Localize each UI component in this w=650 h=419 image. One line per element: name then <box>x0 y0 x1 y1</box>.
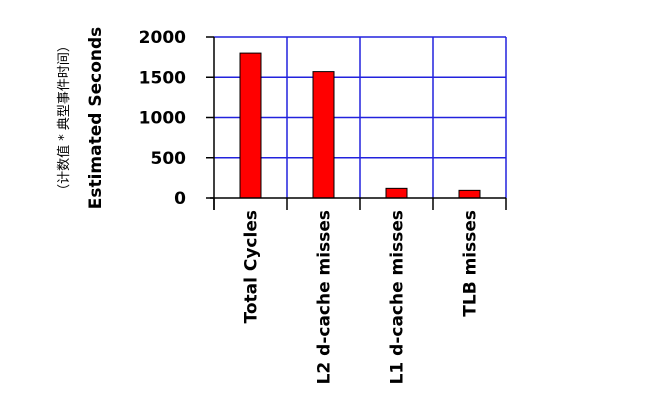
y-tick-label: 2000 <box>139 28 186 48</box>
bar-tlb-misses <box>458 189 481 199</box>
y-tick-label: 0 <box>174 189 186 209</box>
x-category-label: L1 d-cache misses <box>388 210 408 384</box>
bar-l1-d-cache-misses <box>385 187 408 199</box>
x-category-label: Total Cycles <box>242 210 262 323</box>
y-axis-secondary-label: （计数值 * 典型事件时间） <box>56 39 72 197</box>
y-axis-label: Estimated Seconds <box>86 27 106 210</box>
grid-lines <box>214 36 507 198</box>
axes <box>206 36 507 210</box>
x-category-label: L2 d-cache misses <box>315 210 335 384</box>
y-tick-labels: 0 500 1000 1500 2000 <box>139 28 186 209</box>
y-tick-label: 1500 <box>139 68 186 88</box>
bar-total-cycles <box>239 52 262 199</box>
x-category-labels: Total Cycles L2 d-cache misses L1 d-cache … <box>242 210 481 384</box>
bar-l2-d-cache-misses <box>312 71 335 199</box>
y-tick-label: 1000 <box>139 109 186 129</box>
y-tick-label: 500 <box>151 149 187 169</box>
x-category-label: TLB misses <box>461 210 481 317</box>
